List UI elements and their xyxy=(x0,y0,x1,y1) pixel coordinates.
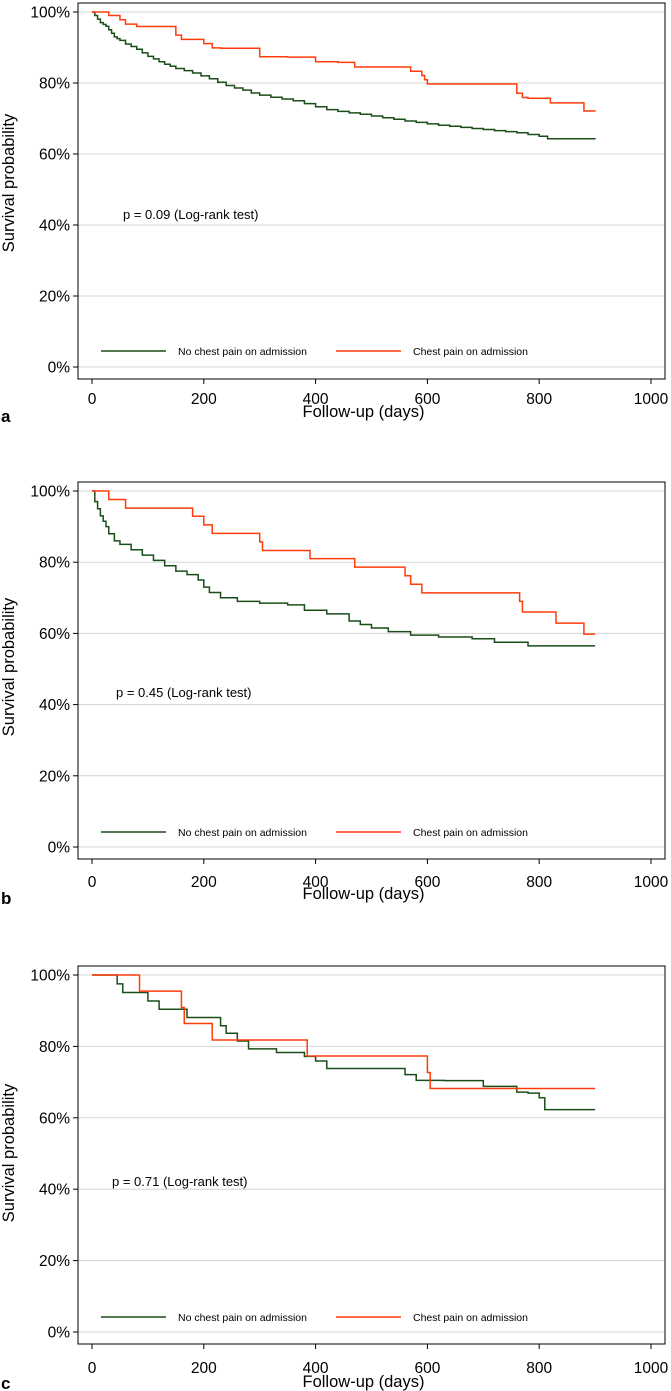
survival-curve-no-chest-pain xyxy=(92,11,596,140)
x-tick-label: 0 xyxy=(88,1360,97,1377)
plot-frame xyxy=(77,2,666,380)
x-tick-label: 400 xyxy=(303,1360,329,1377)
y-tick-label: 0% xyxy=(48,360,71,377)
x-tick-label: 600 xyxy=(414,874,440,891)
x-tick-label: 800 xyxy=(526,391,552,408)
y-tick-label: 40% xyxy=(39,218,70,235)
x-tick-label: 400 xyxy=(303,874,329,891)
y-tick-label: 20% xyxy=(39,768,70,785)
y-tick-label: 80% xyxy=(39,555,70,572)
chart-panel-a: 0% 20% 40% 60% 80% 100% 0 200 400 600 800 1000 Follo… xyxy=(0,2,669,426)
y-tick-label: 80% xyxy=(39,1039,70,1056)
p-value-annotation: p = 0.09 (Log-rank test) xyxy=(123,207,259,222)
x-tick-label: 1000 xyxy=(634,391,669,408)
y-tick-label: 60% xyxy=(39,1110,70,1127)
panel-letter: c xyxy=(1,1374,10,1391)
x-axis-title: Follow-up (days) xyxy=(303,885,425,903)
legend-label: Chest pain on admission xyxy=(413,827,528,839)
y-axis-title: Survival probability xyxy=(0,1083,18,1222)
y-tick-label: 60% xyxy=(39,626,70,643)
chart-panel-c: 0% 20% 40% 60% 80% 100% 0 200 400 600 800 1000 Follo… xyxy=(0,965,669,1391)
y-tick-label: 80% xyxy=(39,76,70,93)
legend-label: No chest pain on admission xyxy=(178,827,307,839)
x-tick-label: 600 xyxy=(414,391,440,408)
plot-frame xyxy=(77,965,666,1345)
x-tick-label: 800 xyxy=(526,1360,552,1377)
legend-label: Chest pain on admission xyxy=(413,1312,528,1324)
survival-curve-no-chest-pain xyxy=(92,490,596,647)
legend-label: Chest pain on admission xyxy=(413,346,528,358)
survival-curve-chest-pain xyxy=(92,974,596,1090)
y-tick-label: 0% xyxy=(48,840,71,857)
x-axis-title: Follow-up (days) xyxy=(303,1373,425,1391)
panel-letter: b xyxy=(1,889,11,908)
y-tick-label: 20% xyxy=(39,289,70,306)
y-tick-label: 40% xyxy=(39,1182,70,1199)
survival-curve-chest-pain xyxy=(92,490,596,635)
x-tick-label: 0 xyxy=(88,391,97,408)
survival-curve-no-chest-pain xyxy=(92,974,596,1111)
panel-letter: a xyxy=(1,407,11,426)
x-tick-label: 1000 xyxy=(634,874,669,891)
x-tick-label: 800 xyxy=(526,874,552,891)
x-tick-label: 600 xyxy=(414,1360,440,1377)
plot-frame xyxy=(77,481,666,860)
y-axis-title: Survival probability xyxy=(0,597,18,736)
y-axis-title: Survival probability xyxy=(0,113,18,252)
p-value-annotation: p = 0.71 (Log-rank test) xyxy=(112,1174,248,1189)
x-tick-label: 200 xyxy=(191,391,217,408)
y-tick-label: 100% xyxy=(30,968,70,985)
y-tick-label: 100% xyxy=(30,484,70,501)
y-tick-label: 40% xyxy=(39,697,70,714)
x-tick-label: 400 xyxy=(303,391,329,408)
y-tick-label: 20% xyxy=(39,1253,70,1270)
chart-panel-b: 0% 20% 40% 60% 80% 100% 0 200 400 600 800 1000 Follo… xyxy=(0,481,669,908)
legend-label: No chest pain on admission xyxy=(178,1312,307,1324)
y-tick-label: 60% xyxy=(39,147,70,164)
legend-label: No chest pain on admission xyxy=(178,346,307,358)
x-tick-label: 0 xyxy=(88,874,97,891)
x-tick-label: 200 xyxy=(191,1360,217,1377)
x-axis-title: Follow-up (days) xyxy=(303,403,425,421)
y-tick-label: 100% xyxy=(30,5,70,22)
survival-curve-chest-pain xyxy=(92,11,596,112)
y-tick-label: 0% xyxy=(48,1325,71,1342)
p-value-annotation: p = 0.45 (Log-rank test) xyxy=(116,685,252,700)
x-tick-label: 1000 xyxy=(634,1360,669,1377)
x-tick-label: 200 xyxy=(191,874,217,891)
